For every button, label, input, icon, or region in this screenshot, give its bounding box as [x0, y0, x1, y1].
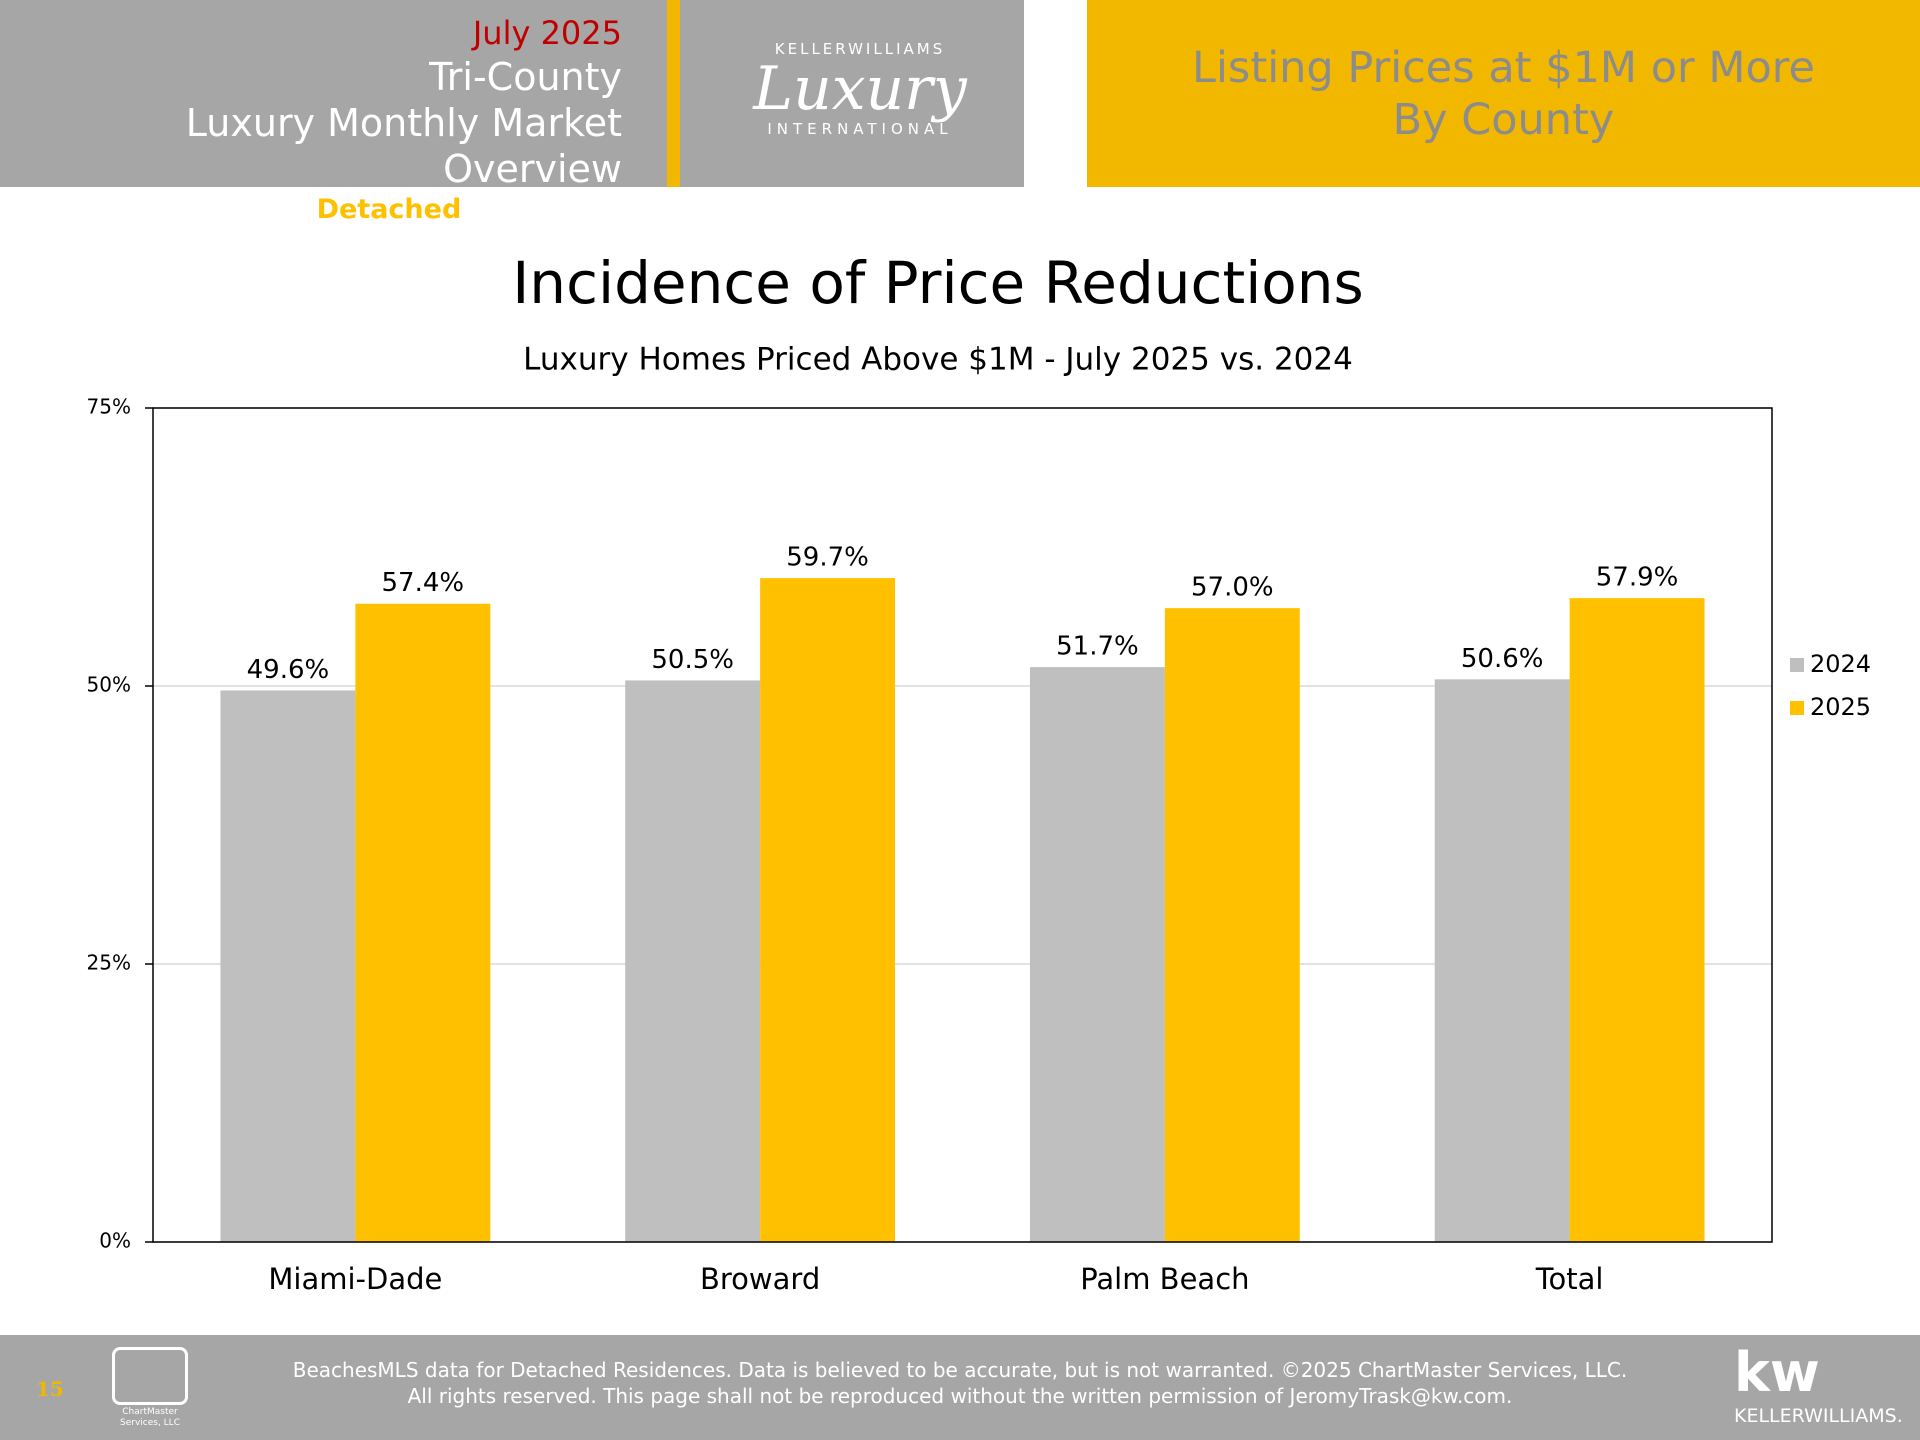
header-bar: [0, 0, 1024, 187]
footer-line: BeachesMLS data for Detached Residences.…: [292, 1358, 1628, 1382]
topic-line: Listing Prices at $1M or More: [1192, 42, 1815, 93]
x-tick-label: Broward: [700, 1262, 820, 1296]
data-label: 51.7%: [1056, 632, 1139, 662]
report-region: Tri-County: [429, 55, 622, 99]
bar: [355, 603, 491, 1242]
y-tick-label: 0%: [99, 1229, 131, 1253]
x-tick-label: Total: [1535, 1262, 1604, 1296]
data-label: 50.6%: [1461, 644, 1544, 674]
topic-line: By County: [1392, 94, 1615, 145]
data-label: 57.0%: [1191, 573, 1274, 603]
bar: [1029, 667, 1165, 1242]
badge-line: Services, LLC: [120, 1418, 180, 1428]
report-name: Luxury Monthly Market Overview: [185, 101, 622, 191]
legend-label: 2024: [1810, 650, 1871, 678]
report-segment: Single Family Detached Residences: [0, 192, 623, 228]
y-tick-label: 50%: [87, 673, 131, 697]
legend-swatch: [1790, 658, 1804, 672]
bar: [220, 690, 356, 1242]
luxury-logo: KELLERWILLIAMS Luxury INTERNATIONAL: [700, 40, 1020, 138]
logo-script: Luxury: [753, 54, 967, 124]
chart: Incidence of Price Reductions Luxury Hom…: [87, 249, 1872, 1296]
page-number: 15: [36, 1377, 64, 1401]
bar: [1569, 598, 1705, 1242]
bar: [1434, 679, 1570, 1242]
data-label: 57.9%: [1596, 563, 1679, 593]
legend-label: 2025: [1810, 693, 1871, 721]
chart-title: Incidence of Price Reductions: [512, 249, 1364, 317]
logo-bottom: INTERNATIONAL: [767, 120, 953, 138]
header-stripe: [667, 0, 680, 187]
data-label: 49.6%: [247, 655, 330, 685]
x-tick-label: Miami-Dade: [268, 1262, 442, 1296]
data-label: 59.7%: [786, 543, 869, 573]
segment-post: Residences: [469, 194, 622, 225]
badge-text: ChartMaster Services, LLC: [100, 1407, 200, 1429]
header-text: July 2025 Tri-County Luxury Monthly Mark…: [0, 12, 623, 228]
chart-subtitle: Luxury Homes Priced Above $1M - July 202…: [523, 342, 1353, 378]
topic-box: Listing Prices at $1M or More By County: [1087, 0, 1920, 187]
segment-pre: Single Family: [129, 194, 308, 225]
bar: [1164, 608, 1300, 1242]
legend-swatch: [1790, 701, 1804, 715]
data-label: 57.4%: [382, 568, 465, 598]
logo-top: KELLERWILLIAMS: [774, 40, 946, 58]
report-month: July 2025: [472, 14, 622, 52]
badge-line: ChartMaster: [122, 1407, 178, 1417]
bar: [625, 680, 761, 1242]
kw-name: KELLERWILLIAMS.: [1734, 1405, 1903, 1427]
kw-logo: kw: [1734, 1341, 1820, 1404]
plot-border: [152, 407, 1773, 1243]
y-tick-label: 25%: [87, 951, 131, 975]
footer-note: BeachesMLS data for Detached Residences.…: [200, 1357, 1720, 1409]
bar: [760, 578, 896, 1242]
data-label: 50.5%: [651, 645, 734, 675]
badge-icon: [112, 1347, 188, 1405]
y-tick-label: 75%: [87, 395, 131, 419]
footer-line: All rights reserved. This page shall not…: [407, 1384, 1513, 1408]
x-tick-label: Palm Beach: [1080, 1262, 1249, 1296]
footer: 15 ChartMaster Services, LLC BeachesMLS d…: [0, 1335, 1920, 1440]
segment-highlight: Detached: [316, 194, 462, 225]
